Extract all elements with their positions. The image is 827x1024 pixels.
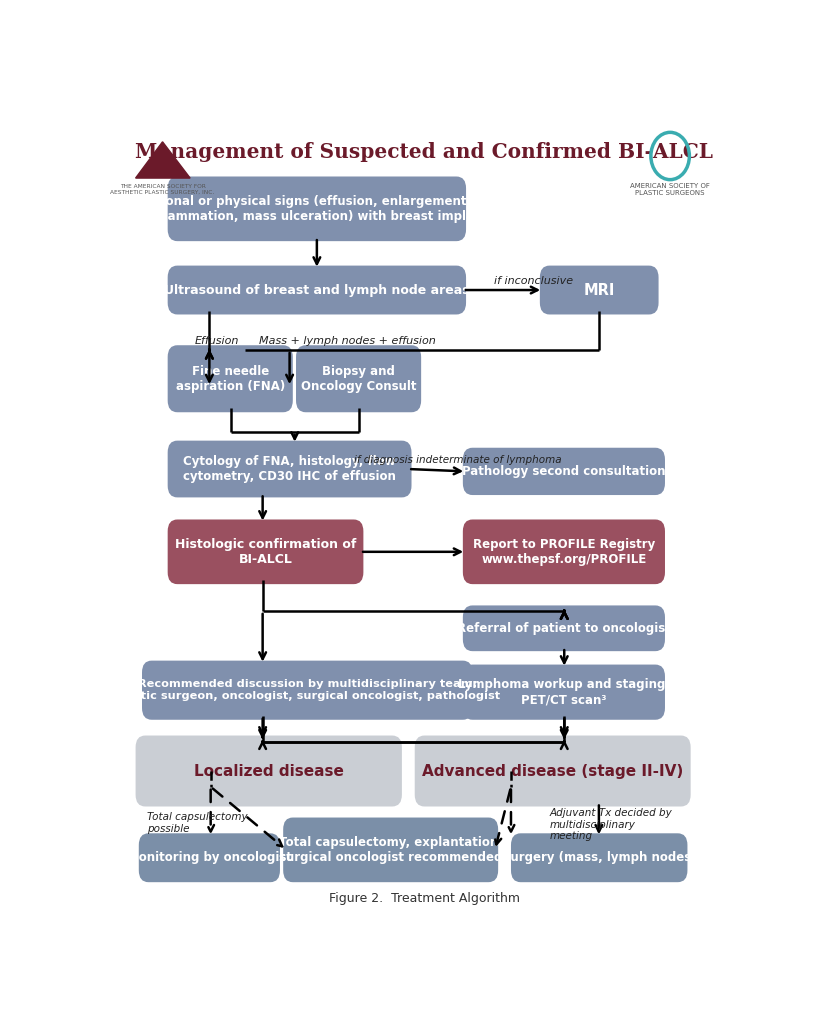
FancyBboxPatch shape: [462, 447, 664, 495]
Text: Monitoring by oncologist: Monitoring by oncologist: [127, 851, 292, 864]
Text: Cytology of FNA, histology, flow
cytometry, CD30 IHC of effusion: Cytology of FNA, histology, flow cytomet…: [183, 455, 395, 483]
FancyBboxPatch shape: [139, 834, 280, 883]
FancyBboxPatch shape: [462, 605, 664, 651]
Text: Recommended discussion by multidisciplinary team:
plastic surgeon, oncologist, s: Recommended discussion by multidisciplin…: [114, 679, 500, 701]
Text: if inconclusive: if inconclusive: [493, 276, 572, 287]
FancyBboxPatch shape: [167, 176, 466, 242]
Text: AMERICAN SOCIETY OF
PLASTIC SURGEONS: AMERICAN SOCIETY OF PLASTIC SURGEONS: [629, 183, 710, 196]
Text: Management of Suspected and Confirmed BI-ALCL: Management of Suspected and Confirmed BI…: [135, 142, 713, 162]
Text: Mass + lymph nodes + effusion: Mass + lymph nodes + effusion: [259, 336, 435, 345]
Text: Ultrasound of breast and lymph node areas: Ultrasound of breast and lymph node area…: [164, 284, 469, 297]
FancyBboxPatch shape: [414, 735, 690, 807]
Text: MRI: MRI: [583, 283, 614, 298]
Text: Effusion: Effusion: [194, 336, 239, 345]
FancyBboxPatch shape: [167, 519, 363, 584]
Text: if diagnosis indeterminate of lymphoma: if diagnosis indeterminate of lymphoma: [353, 456, 561, 465]
Text: Fine needle
aspiration (FNA): Fine needle aspiration (FNA): [175, 365, 284, 393]
Text: Histologic confirmation of
BI-ALCL: Histologic confirmation of BI-ALCL: [174, 538, 356, 566]
Text: THE AMERICAN SOCIETY FOR
AESTHETIC PLASTIC SURGERY, INC.: THE AMERICAN SOCIETY FOR AESTHETIC PLAST…: [110, 184, 214, 196]
FancyBboxPatch shape: [462, 665, 664, 720]
Text: Adjuvant Tx decided by
multidisciplinary
meeting: Adjuvant Tx decided by multidisciplinary…: [549, 808, 672, 842]
Text: Functional or physical signs (effusion, enlargement, pain,
inflammation, mass ul: Functional or physical signs (effusion, …: [125, 195, 508, 223]
FancyBboxPatch shape: [167, 345, 293, 413]
FancyBboxPatch shape: [142, 660, 472, 720]
Text: Referral of patient to oncologist: Referral of patient to oncologist: [457, 622, 670, 635]
Text: Total capsulectomy
possible: Total capsulectomy possible: [147, 812, 247, 834]
FancyBboxPatch shape: [462, 519, 664, 584]
Text: Pathology second consultation: Pathology second consultation: [461, 465, 665, 478]
FancyBboxPatch shape: [539, 265, 657, 314]
FancyBboxPatch shape: [167, 440, 411, 498]
FancyBboxPatch shape: [296, 345, 421, 413]
Text: Advanced disease (stage II-IV): Advanced disease (stage II-IV): [422, 764, 682, 778]
Text: Biopsy and
Oncology Consult: Biopsy and Oncology Consult: [300, 365, 416, 393]
Text: Surgery (mass, lymph nodes): Surgery (mass, lymph nodes): [501, 851, 696, 864]
FancyBboxPatch shape: [283, 817, 498, 883]
FancyBboxPatch shape: [510, 834, 686, 883]
FancyBboxPatch shape: [167, 265, 466, 314]
Text: Total capsulectomy, explantation,
surgical oncologist recommended: Total capsulectomy, explantation, surgic…: [279, 836, 502, 864]
FancyBboxPatch shape: [136, 735, 401, 807]
Text: Report to PROFILE Registry
www.thepsf.org/PROFILE: Report to PROFILE Registry www.thepsf.or…: [472, 538, 654, 566]
Text: Lymphoma workup and staging:
PET/CT scan³: Lymphoma workup and staging: PET/CT scan…: [457, 678, 669, 707]
Polygon shape: [136, 141, 190, 178]
Text: Localized disease: Localized disease: [194, 764, 343, 778]
Text: Figure 2.  Treatment Algorithm: Figure 2. Treatment Algorithm: [328, 892, 519, 905]
